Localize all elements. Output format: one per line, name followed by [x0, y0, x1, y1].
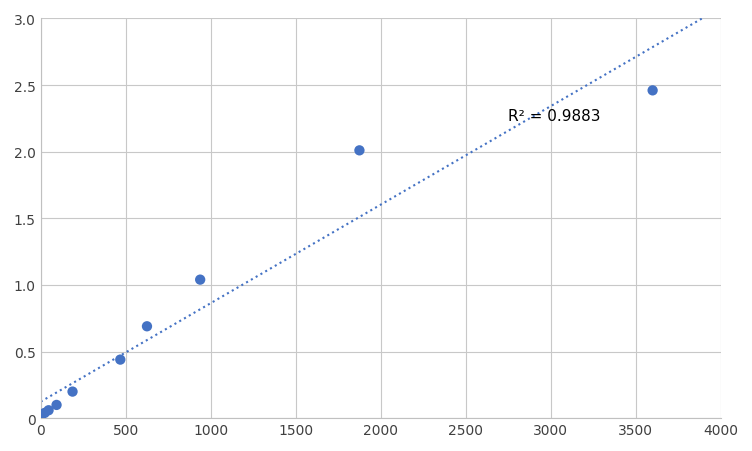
Point: [194, 276, 206, 284]
Point: [38, 410, 50, 417]
Point: [35, 414, 47, 421]
Point: [43, 407, 55, 414]
Point: [647, 87, 659, 95]
Point: [66, 388, 78, 396]
Point: [353, 147, 365, 155]
Point: [50, 401, 62, 409]
Text: R² = 0.9883: R² = 0.9883: [508, 108, 601, 124]
Point: [114, 356, 126, 364]
Point: [141, 323, 153, 330]
